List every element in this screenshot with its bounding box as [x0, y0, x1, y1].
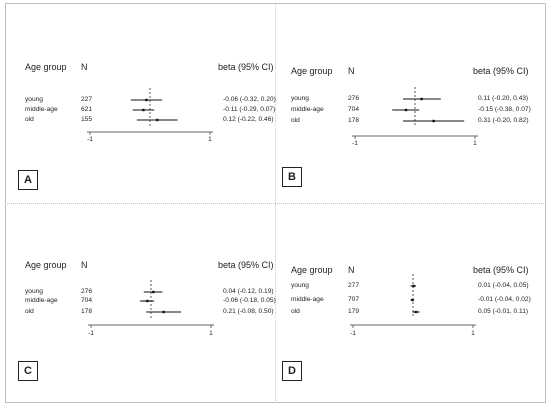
x-tick-label: -1: [87, 136, 93, 143]
point-estimate-middle-age: [411, 298, 414, 302]
panel-label-a: A: [18, 170, 38, 190]
beta-ci-value: 0.31 (-0.20, 0.82): [478, 117, 529, 124]
beta-ci-value: -0.15 (-0.38, 0.07): [478, 106, 531, 113]
age-group-label: young: [291, 95, 309, 102]
n-value: 276: [81, 288, 93, 295]
header-age-group: Age group: [25, 62, 67, 72]
x-tick-label: 1: [208, 136, 212, 143]
header-beta-ci: beta (95% CI): [473, 66, 529, 76]
point-estimate-middle-age: [404, 108, 408, 112]
forest-plot-svg: [352, 87, 478, 139]
x-tick-label: 1: [209, 330, 213, 337]
forest-plot-svg: [88, 280, 214, 328]
header-n: N: [81, 260, 88, 270]
age-group-label: old: [291, 308, 300, 315]
header-age-group: Age group: [291, 66, 333, 76]
x-tick-label: -1: [88, 330, 94, 337]
n-value: 179: [348, 308, 360, 315]
age-group-label: middle-age: [291, 106, 324, 113]
beta-ci-value: 0.12 (-0.22, 0.46): [223, 116, 274, 123]
point-estimate-young: [420, 97, 423, 101]
n-value: 704: [81, 297, 93, 304]
point-estimate-old: [432, 119, 435, 123]
header-beta-ci: beta (95% CI): [218, 260, 274, 270]
point-estimate-middle-age: [146, 299, 149, 303]
beta-ci-value: -0.01 (-0.04, 0.02): [478, 296, 531, 303]
header-n: N: [348, 66, 355, 76]
header-age-group: Age group: [25, 260, 67, 270]
beta-ci-value: -0.06 (-0.32, 0.20): [223, 96, 276, 103]
point-estimate-old: [162, 310, 165, 314]
point-estimate-young: [145, 98, 148, 102]
n-value: 155: [81, 116, 93, 123]
n-value: 178: [348, 117, 360, 124]
point-estimate-young: [152, 290, 155, 294]
beta-ci-value: 0.21 (-0.08, 0.50): [223, 308, 274, 315]
n-value: 276: [348, 95, 360, 102]
beta-ci-value: 0.05 (-0.01, 0.11): [478, 308, 529, 315]
age-group-label: young: [25, 288, 43, 295]
beta-ci-value: -0.06 (-0.18, 0.05): [223, 297, 276, 304]
age-group-label: old: [291, 117, 300, 124]
beta-ci-value: -0.11 (-0.29, 0.07): [223, 106, 276, 113]
point-estimate-young: [412, 284, 415, 288]
panel-label-b: B: [282, 167, 302, 187]
n-value: 178: [81, 308, 93, 315]
beta-ci-value: 0.11 (-0.20, 0.43): [478, 95, 529, 102]
forest-plot-svg: [350, 274, 476, 328]
point-estimate-middle-age: [142, 108, 145, 112]
panel-label-c: C: [18, 361, 38, 381]
age-group-label: old: [25, 116, 34, 123]
age-group-label: young: [291, 282, 309, 289]
x-tick-label: -1: [350, 330, 356, 337]
point-estimate-old: [414, 310, 418, 314]
age-group-label: old: [25, 308, 34, 315]
x-tick-label: -1: [352, 140, 358, 147]
age-group-label: middle-age: [291, 296, 324, 303]
n-value: 704: [348, 106, 360, 113]
n-value: 707: [348, 296, 360, 303]
header-age-group: Age group: [291, 265, 333, 275]
n-value: 227: [81, 96, 93, 103]
beta-ci-value: 0.04 (-0.12, 0.19): [223, 288, 274, 295]
header-n: N: [81, 62, 88, 72]
header-n: N: [348, 265, 355, 275]
age-group-label: young: [25, 96, 43, 103]
age-group-label: middle-age: [25, 106, 58, 113]
n-value: 277: [348, 282, 360, 289]
beta-ci-value: 0.01 (-0.04, 0.05): [478, 282, 529, 289]
age-group-label: middle-age: [25, 297, 58, 304]
x-tick-label: 1: [471, 330, 475, 337]
point-estimate-old: [156, 118, 159, 122]
horizontal-divider: [5, 203, 546, 204]
x-tick-label: 1: [473, 140, 477, 147]
panel-label-d: D: [282, 361, 302, 381]
header-beta-ci: beta (95% CI): [218, 62, 274, 72]
forest-plot-svg: [87, 88, 213, 135]
header-beta-ci: beta (95% CI): [473, 265, 529, 275]
n-value: 621: [81, 106, 93, 113]
